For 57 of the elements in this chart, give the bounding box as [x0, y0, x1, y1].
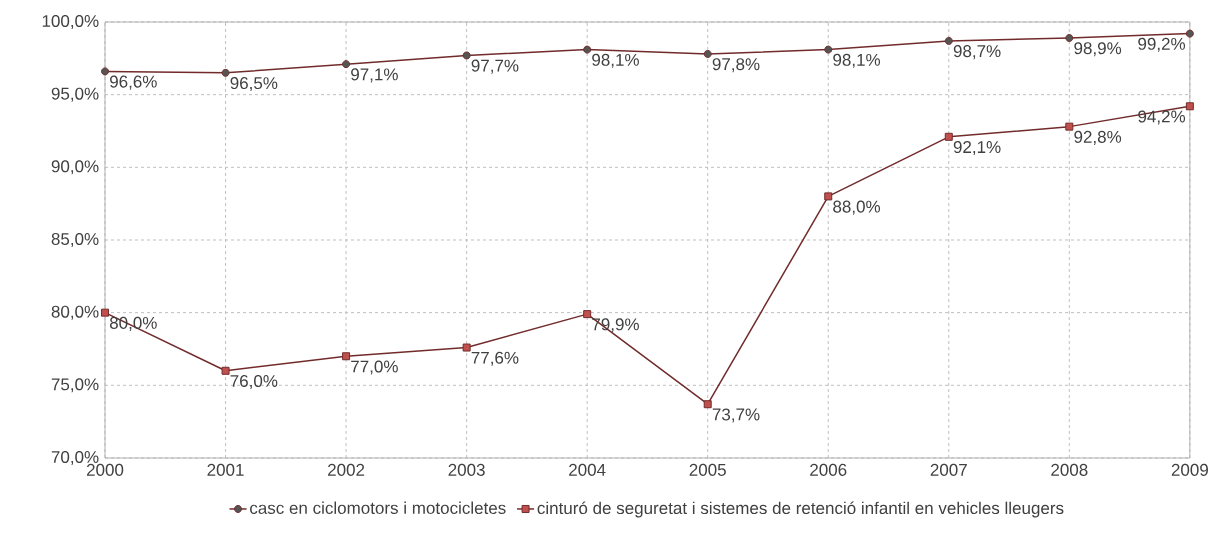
data-label: 98,7% [953, 45, 1001, 60]
point [1185, 29, 1194, 38]
point [342, 352, 351, 361]
y-tick-label: 70,0% [51, 450, 99, 466]
x-tick-label: 2008 [1051, 463, 1088, 476]
point [583, 310, 592, 319]
point [944, 36, 953, 45]
x-tick-label: 2007 [930, 463, 967, 476]
point [101, 67, 110, 76]
point [1065, 33, 1074, 42]
data-label: 98,1% [833, 53, 881, 68]
data-label: 97,7% [471, 59, 519, 74]
y-tick-label: 90,0% [51, 160, 99, 175]
point [824, 192, 833, 201]
point [1185, 102, 1194, 111]
data-label: 97,8% [712, 58, 760, 73]
x-tick-label: 2006 [810, 463, 847, 476]
x-tick-label: 2004 [569, 463, 606, 476]
y-tick-label: 80,0% [51, 305, 99, 320]
y-tick-label: 85,0% [51, 232, 99, 248]
data-label: 96,5% [230, 77, 278, 92]
point [342, 60, 351, 69]
data-label: 96,6% [110, 75, 157, 90]
legend-label: cinturó de seguretat i sistemes de retenció infantil en vehicles lleugers [537, 501, 1064, 518]
data-label: 98,1% [592, 53, 639, 68]
point [703, 400, 712, 409]
y-tick-label: 100,0% [42, 14, 99, 30]
point [583, 45, 592, 54]
x-tick-label: 2005 [689, 463, 726, 476]
data-label: 73,7% [712, 408, 760, 423]
y-tick-label: 75,0% [51, 378, 99, 393]
point [944, 132, 953, 141]
data-label: 94,2% [1138, 110, 1186, 125]
data-label: 97,1% [351, 68, 398, 83]
point [221, 366, 230, 375]
data-label: 98,9% [1074, 42, 1122, 57]
y-tick-label: 95,0% [51, 87, 99, 102]
point [1065, 122, 1074, 131]
point [462, 51, 471, 60]
point [462, 343, 471, 352]
data-label: 92,8% [1074, 130, 1122, 145]
data-label: 92,1% [953, 141, 1001, 156]
x-tick-label: 2003 [448, 463, 485, 476]
legend-label: casc en ciclomotors i motocicletes [250, 501, 506, 515]
data-label: 77,6% [471, 351, 519, 366]
data-label: 88,0% [833, 200, 881, 215]
data-label: 99,2% [1138, 37, 1186, 52]
point [221, 68, 230, 77]
point [824, 45, 833, 54]
x-tick-label: 2000 [86, 463, 124, 476]
data-label: 76,0% [230, 374, 278, 390]
x-tick-label: 2002 [328, 463, 365, 476]
data-label: 77,0% [351, 360, 398, 375]
point [101, 308, 110, 317]
x-tick-label: 2009 [1171, 463, 1208, 476]
point [703, 49, 712, 58]
x-tick-label: 2001 [207, 463, 244, 476]
